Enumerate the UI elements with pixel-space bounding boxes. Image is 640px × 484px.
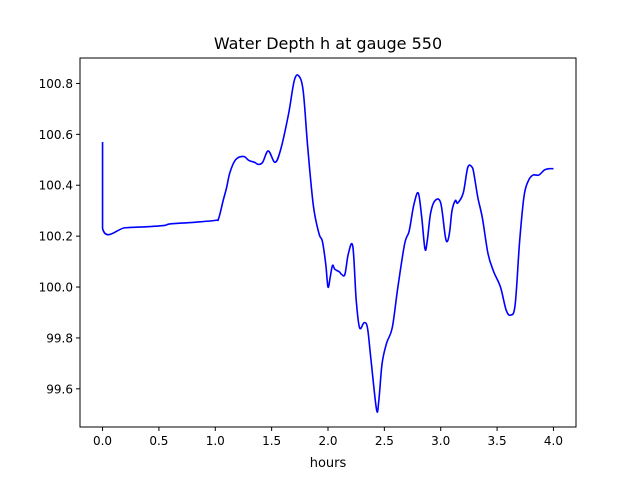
y-tick-label: 100.4 bbox=[39, 179, 73, 193]
x-tick-label: 2.0 bbox=[318, 434, 337, 448]
x-tick-label: 1.5 bbox=[262, 434, 281, 448]
axes-frame bbox=[79, 57, 577, 428]
x-axis-ticks: 0.0 0.5 1.0 1.5 2.0 2.5 3.0 3.5 4.0 bbox=[93, 427, 563, 448]
y-tick-label: 100.0 bbox=[39, 281, 73, 295]
y-tick-label: 100.2 bbox=[39, 230, 73, 244]
x-tick-label: 2.5 bbox=[375, 434, 394, 448]
x-tick-label: 3.0 bbox=[431, 434, 450, 448]
x-tick-label: 0.0 bbox=[93, 434, 112, 448]
x-axis-label: hours bbox=[310, 456, 347, 471]
series-line bbox=[101, 74, 554, 413]
x-tick-label: 1.0 bbox=[206, 434, 225, 448]
x-tick-label: 4.0 bbox=[544, 434, 563, 448]
x-tick-label: 0.5 bbox=[149, 434, 168, 448]
y-axis-ticks: 99.6 99.8 100.0 100.2 100.4 100.6 100.8 bbox=[39, 77, 80, 396]
y-tick-label: 100.8 bbox=[39, 77, 73, 91]
y-tick-label: 100.6 bbox=[39, 128, 73, 142]
y-tick-label: 99.6 bbox=[46, 382, 73, 396]
y-tick-label: 99.8 bbox=[46, 331, 73, 345]
plot-area bbox=[101, 74, 554, 413]
x-tick-label: 3.5 bbox=[488, 434, 507, 448]
chart-title: Water Depth h at gauge 550 bbox=[214, 34, 442, 53]
